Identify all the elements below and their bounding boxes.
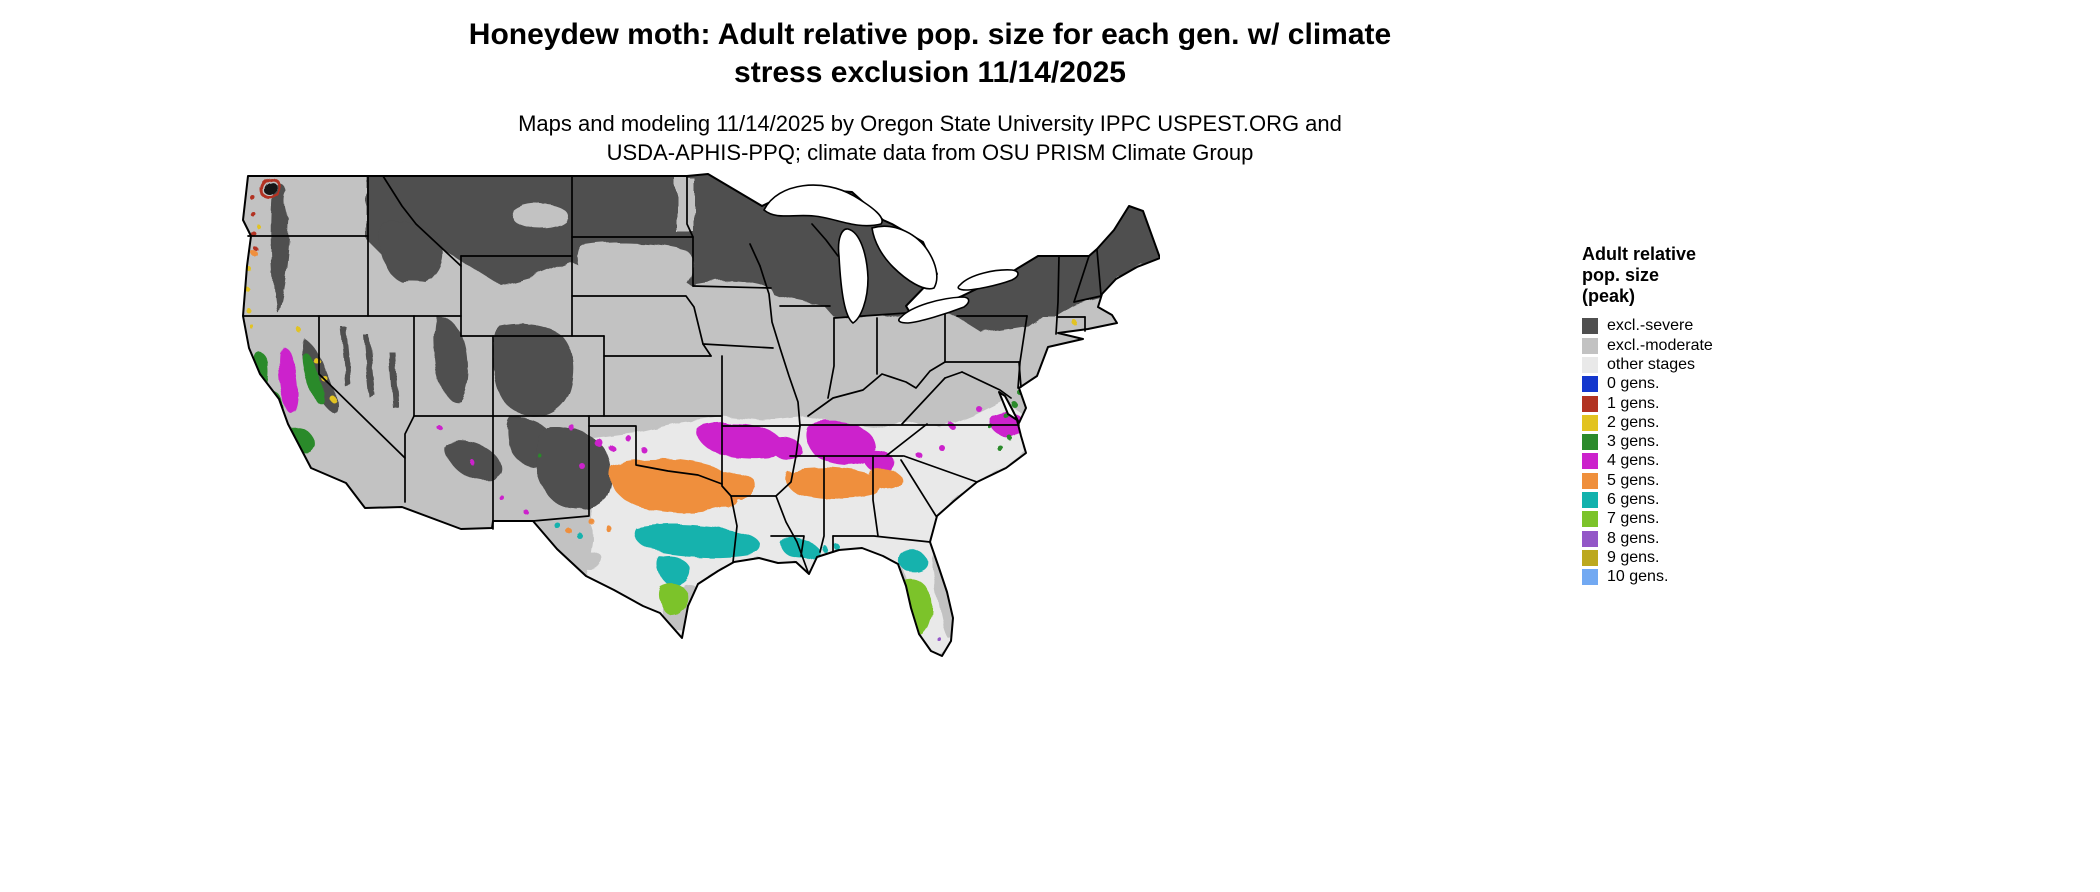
legend-swatch	[1582, 511, 1598, 528]
legend-item-label: other stages	[1607, 355, 1696, 373]
band-5-gens	[251, 250, 903, 535]
excl-moderate-mottle	[285, 178, 778, 344]
legend-swatch	[1582, 492, 1598, 509]
legend-swatch	[1582, 356, 1598, 373]
page-title-line2: stress exclusion 11/14/2025	[734, 56, 1126, 90]
legend-item: 2 gens.	[1582, 413, 1872, 432]
legend-item-label: 1 gens.	[1607, 394, 1660, 412]
legend-item: excl.-moderate	[1582, 336, 1872, 355]
legend-item-label: 8 gens.	[1607, 529, 1660, 547]
legend-item: 6 gens.	[1582, 490, 1872, 509]
legend-rows: excl.-severe excl.-moderate other stages 0 …	[1582, 317, 1872, 587]
legend-title: Adult relative pop. size (peak)	[1582, 244, 1872, 308]
us-map-svg	[242, 173, 1160, 657]
legend-item: 5 gens.	[1582, 471, 1872, 490]
legend-swatch	[1582, 530, 1598, 547]
legend-item: 1 gens.	[1582, 394, 1872, 413]
legend-item: 7 gens.	[1582, 510, 1872, 529]
band-1-gens	[248, 176, 282, 250]
excl-severe-west-texas	[536, 426, 612, 509]
great-lakes	[763, 184, 1019, 324]
page-subtitle: Maps and modeling 11/14/2025 by Oregon S…	[0, 109, 1860, 167]
legend-swatch	[1582, 434, 1598, 451]
legend-item-label: 4 gens.	[1607, 452, 1660, 470]
band-7-gens	[657, 578, 932, 635]
band-6-gens	[555, 523, 938, 586]
lake-superior	[763, 184, 883, 227]
lake-ontario	[957, 269, 1019, 291]
legend-item: 8 gens.	[1582, 529, 1872, 548]
lake-huron	[871, 225, 938, 290]
legend-item-label: excl.-severe	[1607, 317, 1694, 335]
legend-item-label: 6 gens.	[1607, 491, 1660, 509]
band-4-gens	[277, 343, 1024, 515]
lake-michigan	[837, 228, 869, 324]
legend-item-label: 9 gens.	[1607, 548, 1660, 566]
legend-swatch	[1582, 453, 1598, 470]
page-title-line1: Honeydew moth: Adult relative pop. size …	[468, 18, 1392, 51]
legend-title-line2: pop. size	[1582, 265, 1660, 286]
legend-item: excl.-severe	[1582, 317, 1872, 336]
legend-swatch	[1582, 337, 1598, 354]
legend-swatch	[1582, 549, 1598, 566]
legend-item-label: 7 gens.	[1607, 510, 1660, 528]
lake-erie	[898, 296, 970, 324]
legend-item: 9 gens.	[1582, 548, 1872, 567]
legend-item-label: 0 gens.	[1607, 375, 1660, 393]
title-block: Honeydew moth: Adult relative pop. size …	[0, 16, 1860, 167]
legend-item: 4 gens.	[1582, 452, 1872, 471]
map-legend: Adult relative pop. size (peak) excl.-se…	[1582, 244, 1872, 587]
legend-swatch	[1582, 569, 1598, 586]
legend-title-line1: Adult relative	[1582, 244, 1697, 264]
legend-item: other stages	[1582, 355, 1872, 374]
legend-item-label: excl.-moderate	[1607, 336, 1713, 354]
legend-item: 10 gens.	[1582, 568, 1872, 587]
legend-item: 0 gens.	[1582, 375, 1872, 394]
legend-item-label: 10 gens.	[1607, 568, 1669, 586]
us-generations-map	[240, 166, 1160, 666]
legend-swatch	[1582, 414, 1598, 431]
page-title: Honeydew moth: Adult relative pop. size …	[0, 16, 1860, 93]
legend-item: 3 gens.	[1582, 432, 1872, 451]
state-borders	[242, 175, 1102, 573]
legend-swatch	[1582, 376, 1598, 393]
legend-swatch	[1582, 395, 1598, 412]
legend-title-line3: (peak)	[1582, 286, 1636, 307]
legend-item-label: 3 gens.	[1607, 433, 1660, 451]
legend-item-label: 2 gens.	[1607, 413, 1660, 431]
legend-swatch	[1582, 318, 1598, 335]
legend-item-label: 5 gens.	[1607, 471, 1660, 489]
page-subtitle-line1: Maps and modeling 11/14/2025 by Oregon S…	[518, 110, 1342, 136]
page-subtitle-line2: USDA-APHIS-PPQ; climate data from OSU PR…	[606, 139, 1254, 165]
legend-swatch	[1582, 472, 1598, 489]
olympic-dark-blob	[263, 181, 277, 195]
